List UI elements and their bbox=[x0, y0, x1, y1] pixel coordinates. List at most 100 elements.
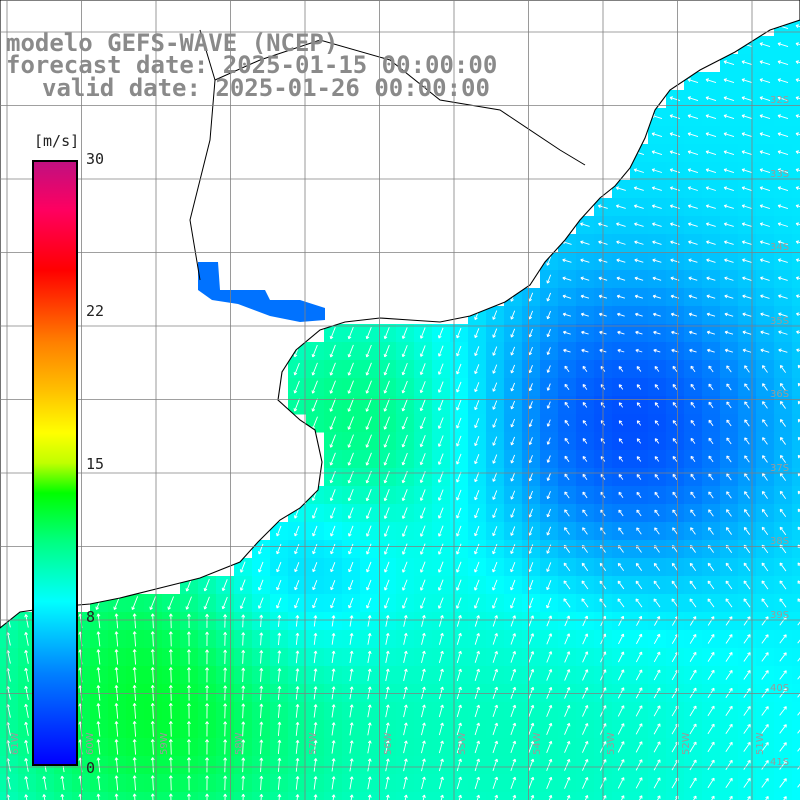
wind-arrow bbox=[687, 186, 698, 191]
wind-arrow bbox=[618, 456, 624, 462]
wind-arrow bbox=[634, 222, 644, 227]
wind-arrow bbox=[653, 348, 661, 353]
wind-arrow bbox=[580, 222, 590, 227]
wind-arrow bbox=[670, 258, 680, 263]
wind-arrow bbox=[762, 365, 768, 373]
wind-arrow bbox=[437, 345, 444, 357]
wind-arrow bbox=[795, 222, 800, 227]
speed-cell bbox=[792, 702, 800, 721]
wind-arrow bbox=[581, 330, 589, 335]
wind-arrow bbox=[546, 365, 551, 373]
wind-arrow bbox=[528, 490, 534, 500]
wind-arrow bbox=[241, 703, 246, 719]
speed-cell bbox=[792, 720, 800, 739]
wind-arrow bbox=[762, 419, 768, 427]
wind-arrow bbox=[761, 562, 769, 572]
wind-arrow bbox=[96, 739, 101, 755]
wind-arrow bbox=[223, 793, 228, 800]
wind-arrow bbox=[295, 739, 300, 754]
wind-arrow bbox=[708, 401, 714, 409]
wind-arrow bbox=[437, 579, 444, 591]
wind-arrow bbox=[689, 759, 697, 771]
wind-arrow bbox=[403, 704, 408, 718]
wind-arrow bbox=[690, 419, 696, 426]
wind-arrow bbox=[670, 240, 680, 245]
wind-arrow bbox=[383, 344, 390, 358]
wind-arrow bbox=[761, 598, 769, 608]
wind-arrow bbox=[725, 527, 732, 535]
wind-arrow bbox=[24, 703, 29, 718]
wind-arrow bbox=[223, 614, 228, 628]
wind-arrow bbox=[636, 402, 642, 408]
wind-arrow bbox=[331, 794, 336, 800]
wind-arrow bbox=[546, 597, 552, 609]
wind-arrow bbox=[419, 543, 426, 555]
wind-arrow bbox=[294, 597, 300, 609]
wind-arrow bbox=[384, 579, 390, 591]
wind-arrow bbox=[440, 794, 444, 800]
wind-arrow bbox=[456, 471, 462, 483]
wind-arrow bbox=[564, 491, 570, 499]
wind-arrow bbox=[797, 783, 800, 788]
lat-label: 39S bbox=[770, 609, 790, 621]
wind-arrow bbox=[564, 615, 571, 627]
wind-arrow bbox=[707, 651, 715, 662]
wind-arrow bbox=[313, 776, 318, 790]
wind-arrow bbox=[419, 489, 426, 501]
wind-arrow bbox=[42, 794, 47, 800]
wind-arrow bbox=[223, 631, 228, 646]
wind-arrow bbox=[562, 312, 572, 317]
wind-arrow bbox=[492, 382, 498, 392]
wind-arrow bbox=[779, 616, 787, 626]
wind-arrow bbox=[492, 490, 498, 500]
wind-arrow bbox=[564, 687, 571, 699]
wind-arrow bbox=[132, 667, 137, 683]
wind-arrow bbox=[616, 240, 626, 245]
wind-arrow bbox=[777, 96, 789, 101]
wind-arrow bbox=[688, 294, 698, 299]
wind-arrow bbox=[618, 509, 624, 517]
wind-arrow bbox=[456, 363, 462, 375]
wind-arrow bbox=[385, 686, 390, 700]
wind-arrow bbox=[24, 721, 29, 736]
wind-arrow bbox=[385, 722, 390, 736]
wind-arrow bbox=[403, 650, 408, 663]
wind-arrow bbox=[779, 778, 787, 788]
wind-arrow bbox=[367, 615, 372, 627]
wind-arrow bbox=[657, 795, 661, 800]
wind-arrow bbox=[96, 703, 101, 719]
wind-arrow bbox=[114, 703, 119, 719]
wind-arrow bbox=[437, 489, 444, 501]
wind-arrow bbox=[582, 615, 589, 627]
wind-arrow bbox=[96, 721, 101, 737]
wind-arrow bbox=[634, 276, 644, 281]
wind-arrow bbox=[294, 579, 300, 591]
wind-arrow bbox=[741, 96, 753, 101]
wind-arrow bbox=[564, 758, 571, 771]
wind-arrow bbox=[652, 222, 662, 227]
wind-arrow bbox=[687, 150, 699, 155]
wind-arrow bbox=[349, 722, 354, 736]
wind-arrow bbox=[437, 417, 444, 429]
wind-arrow bbox=[546, 722, 553, 735]
wind-arrow bbox=[492, 561, 498, 573]
wind-arrow bbox=[385, 794, 390, 800]
wind-arrow bbox=[651, 132, 663, 137]
wind-arrow bbox=[510, 454, 516, 464]
wind-arrow bbox=[725, 598, 733, 608]
wind-arrow bbox=[510, 615, 516, 627]
wind-arrow bbox=[150, 667, 155, 683]
wind-arrow bbox=[150, 631, 155, 647]
wind-arrow bbox=[707, 598, 715, 608]
wind-arrow bbox=[114, 721, 119, 737]
wind-arrow bbox=[779, 724, 787, 734]
wind-arrow bbox=[474, 722, 481, 736]
wind-arrow bbox=[349, 686, 354, 700]
wind-arrow bbox=[510, 544, 516, 555]
wind-arrow bbox=[653, 723, 661, 735]
wind-arrow bbox=[330, 562, 336, 573]
wind-arrow bbox=[205, 721, 209, 737]
wind-arrow bbox=[456, 740, 462, 754]
wind-arrow bbox=[295, 668, 300, 682]
river-border bbox=[189, 29, 216, 281]
